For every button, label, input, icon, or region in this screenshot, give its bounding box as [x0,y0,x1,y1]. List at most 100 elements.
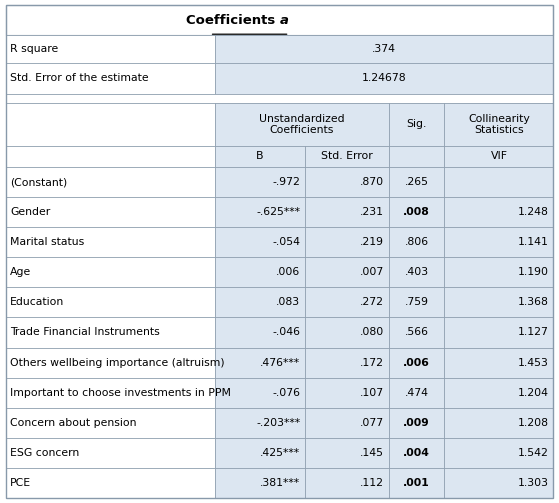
Bar [215,317,305,348]
Bar [215,378,305,408]
Text: 1.127: 1.127 [518,327,549,338]
Bar [6,468,215,498]
Bar [389,438,444,468]
Bar [389,378,444,408]
Text: .474: .474 [405,388,428,398]
Bar [6,103,215,146]
Bar [215,257,305,287]
Bar [444,348,553,378]
Text: 1.248: 1.248 [518,207,549,217]
Bar [389,227,444,257]
Bar [6,227,215,257]
Text: Std. Error of the estimate: Std. Error of the estimate [10,73,149,83]
Bar [6,378,215,408]
Text: .231: .231 [360,207,384,217]
Text: Gender: Gender [10,207,50,217]
Bar [6,287,215,317]
Text: Std. Error: Std. Error [321,151,372,161]
Bar [6,197,215,227]
Text: .374: .374 [372,44,396,54]
Bar [444,197,553,227]
Bar [305,227,389,257]
Bar [305,468,389,498]
Bar [6,167,215,197]
Bar [215,167,305,197]
Text: 1.542: 1.542 [518,448,549,458]
Bar [305,287,389,317]
Text: -.625***: -.625*** [256,207,300,217]
Bar [444,146,553,167]
Bar [6,63,215,94]
Bar [6,94,553,103]
Bar [444,438,553,468]
Text: 1.303: 1.303 [518,478,549,488]
Text: 1.141: 1.141 [518,237,549,247]
Text: Important to choose investments in PPM: Important to choose investments in PPM [10,388,231,398]
Bar [444,167,553,197]
Text: .009: .009 [403,418,430,428]
Bar [305,146,389,167]
Text: .006: .006 [403,358,430,368]
Text: .145: .145 [360,448,384,458]
Text: .077: .077 [360,418,384,428]
Text: .265: .265 [405,177,428,187]
Text: -.076: -.076 [272,388,300,398]
Text: .007: .007 [360,267,384,277]
Text: .806: .806 [404,237,429,247]
Bar [215,227,305,257]
Text: Coefficients: Coefficients [186,14,280,27]
Bar [6,257,215,287]
Bar [444,378,553,408]
Text: Others wellbeing importance (altruism): Others wellbeing importance (altruism) [10,358,225,368]
Bar [444,468,553,498]
Bar [389,103,444,146]
Bar [215,468,305,498]
Text: .566: .566 [405,327,428,338]
Text: .403: .403 [404,267,429,277]
Text: Marital status: Marital status [10,237,84,247]
Bar [215,63,553,94]
Bar [305,378,389,408]
Bar [305,317,389,348]
Bar [305,197,389,227]
Text: Unstandardized
Coefficients: Unstandardized Coefficients [259,114,345,135]
Text: .001: .001 [403,478,430,488]
Bar [6,438,215,468]
Bar [305,257,389,287]
Bar [305,438,389,468]
Bar [215,35,553,63]
Bar [215,408,305,438]
Bar [6,317,215,348]
Text: .381***: .381*** [260,478,300,488]
Text: a: a [280,14,288,27]
Text: 1.208: 1.208 [518,418,549,428]
Bar [389,146,444,167]
Text: .112: .112 [360,478,384,488]
Bar [389,287,444,317]
Text: 1.368: 1.368 [518,297,549,307]
Bar [215,103,389,146]
Bar [444,287,553,317]
Text: .004: .004 [403,448,430,458]
Bar [444,317,553,348]
Text: 1.24678: 1.24678 [362,73,406,83]
Text: .083: .083 [276,297,300,307]
Bar [6,348,215,378]
Bar [389,348,444,378]
Bar [389,197,444,227]
Bar [6,146,215,167]
Bar [444,257,553,287]
Bar [444,227,553,257]
Text: .476***: .476*** [260,358,300,368]
Bar [215,438,305,468]
Text: 1.453: 1.453 [518,358,549,368]
Text: 1.204: 1.204 [518,388,549,398]
Text: B: B [256,151,264,161]
Bar [6,5,553,35]
Text: Sig.: Sig. [406,120,427,129]
Bar [215,197,305,227]
Text: -.972: -.972 [272,177,300,187]
Bar [215,287,305,317]
Bar [444,103,553,146]
Text: .219: .219 [360,237,384,247]
